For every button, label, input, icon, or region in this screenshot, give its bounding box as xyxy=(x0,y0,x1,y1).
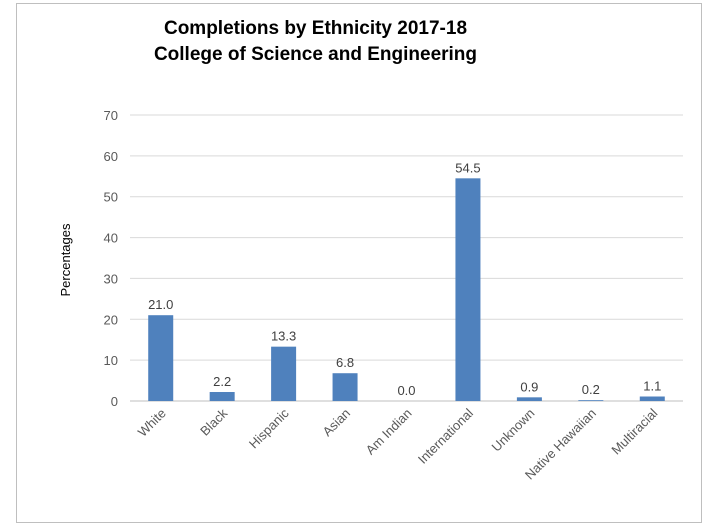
y-axis-label: Percentages xyxy=(58,223,73,296)
x-tick-label: Hispanic xyxy=(246,405,292,451)
data-label: 0.9 xyxy=(520,379,538,394)
y-tick-label: 20 xyxy=(104,312,118,327)
data-label: 6.8 xyxy=(336,355,354,370)
bar xyxy=(578,400,604,401)
y-tick-label: 40 xyxy=(104,231,118,246)
bar xyxy=(209,392,235,401)
x-axis-ticks: White Black Hispanic Asian Am Indian Internat… xyxy=(135,405,661,482)
y-tick-label: 30 xyxy=(104,271,118,286)
y-tick-label: 70 xyxy=(104,108,118,123)
y-axis-ticks: 0 10 20 30 40 50 60 70 xyxy=(104,108,118,409)
bar xyxy=(332,373,358,401)
bar xyxy=(148,315,174,401)
gridlines xyxy=(130,114,683,402)
data-label: 13.3 xyxy=(271,329,296,344)
chart-title: Completions by Ethnicity 2017-18 College… xyxy=(0,16,631,68)
data-label: 21.0 xyxy=(148,297,173,312)
y-tick-label: 10 xyxy=(104,353,118,368)
y-tick-label: 0 xyxy=(111,394,118,409)
x-tick-label: International xyxy=(415,405,476,466)
bar xyxy=(639,396,665,401)
bars xyxy=(148,178,665,401)
bar-chart: 0 10 20 30 40 50 60 70 21.0 2.2 13.3 6.8 0.0 54.5 0.9… xyxy=(58,108,683,483)
x-tick-label: Black xyxy=(197,405,230,438)
x-tick-label: Asian xyxy=(320,406,354,440)
data-labels: 21.0 2.2 13.3 6.8 0.0 54.5 0.9 0.2 1.1 xyxy=(148,160,661,398)
bar xyxy=(271,346,297,401)
y-tick-label: 60 xyxy=(104,149,118,164)
data-label: 1.1 xyxy=(643,379,661,394)
y-tick-label: 50 xyxy=(104,190,118,205)
data-label: 54.5 xyxy=(455,160,480,175)
x-tick-label: White xyxy=(135,406,169,440)
x-tick-label: Am Indian xyxy=(363,406,415,458)
x-tick-label: Multiracial xyxy=(608,405,660,457)
data-label: 0.2 xyxy=(582,382,600,397)
bar xyxy=(455,178,481,401)
data-label: 2.2 xyxy=(213,374,231,389)
chart-frame xyxy=(16,3,702,523)
data-label: 0.0 xyxy=(397,383,415,398)
chart-title-line-1: Completions by Ethnicity 2017-18 xyxy=(163,18,468,39)
bar xyxy=(516,397,542,401)
x-tick-label: Unknown xyxy=(489,406,538,455)
chart-title-line-2: College of Science and Engineering xyxy=(153,44,478,65)
